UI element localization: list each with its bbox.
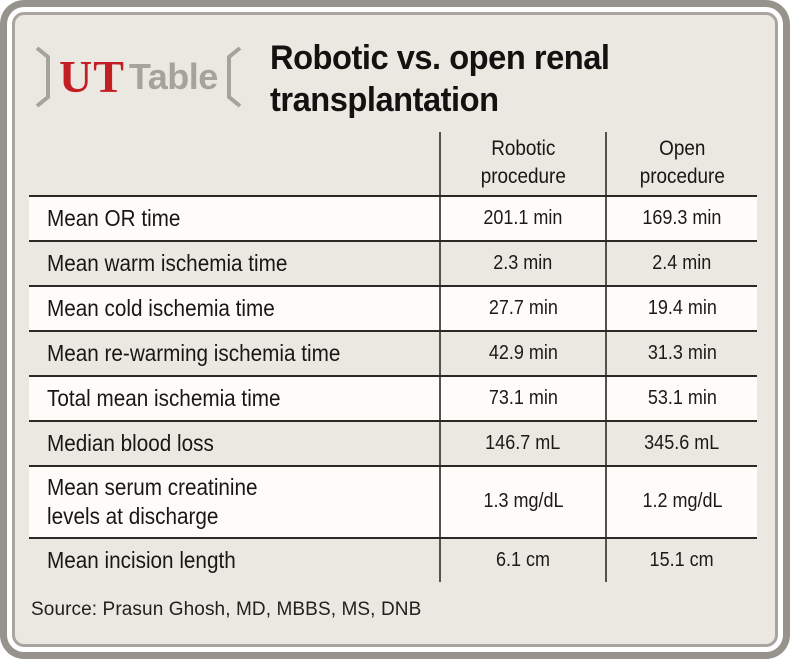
row-label: Mean re-warming ischemia time bbox=[47, 339, 341, 366]
row-label-cell: Total mean ischemia time bbox=[29, 377, 439, 420]
left-bracket-icon bbox=[35, 46, 51, 108]
row-label: Mean OR time bbox=[47, 204, 181, 231]
row-label-cell: Median blood loss bbox=[29, 422, 439, 465]
header-section: UT Table Robotic vs. open renal transpla… bbox=[15, 15, 775, 122]
row-value-open: 15.1 cm bbox=[605, 538, 757, 582]
row-value-open: 31.3 min bbox=[605, 331, 757, 375]
row-label-cell: Mean re-warming ischemia time bbox=[29, 332, 439, 375]
table-row: Mean cold ischemia time 27.7 min 19.4 mi… bbox=[29, 284, 757, 330]
source-attribution: Source: Prasun Ghosh, MD, MBBS, MS, DNB bbox=[31, 598, 422, 620]
row-value-open: 19.4 min bbox=[605, 286, 757, 330]
row-value-open: 2.4 min bbox=[605, 241, 757, 285]
right-bracket-icon bbox=[226, 46, 242, 108]
data-table: Robotic procedure Open procedure Mean OR… bbox=[29, 131, 757, 582]
row-label: Mean serum creatinine levels at discharg… bbox=[47, 473, 258, 529]
row-label-cell: Mean cold ischemia time bbox=[29, 287, 439, 330]
column-header-label: Robotic procedure bbox=[480, 137, 566, 189]
table-row: Median blood loss 146.7 mL 345.6 mL bbox=[29, 419, 757, 465]
table-row: Mean OR time 201.1 min 169.3 min bbox=[29, 194, 757, 240]
row-value-open: 169.3 min bbox=[605, 196, 757, 240]
logo-primary-text: UT bbox=[59, 51, 125, 102]
ut-table-logo: UT Table bbox=[35, 46, 242, 108]
table-header-row: Robotic procedure Open procedure bbox=[29, 131, 757, 195]
row-label: Total mean ischemia time bbox=[47, 384, 281, 411]
row-label-cell: Mean serum creatinine levels at discharg… bbox=[29, 467, 439, 537]
row-label-cell: Mean OR time bbox=[29, 197, 439, 240]
row-value-robotic: 73.1 min bbox=[439, 376, 605, 420]
row-value-robotic: 146.7 mL bbox=[439, 421, 605, 465]
row-value-open: 345.6 mL bbox=[605, 421, 757, 465]
logo-secondary-text: Table bbox=[128, 56, 218, 97]
row-value-robotic: 27.7 min bbox=[439, 286, 605, 330]
table-row: Mean warm ischemia time 2.3 min 2.4 min bbox=[29, 239, 757, 285]
row-value-robotic: 1.3 mg/dL bbox=[439, 466, 605, 537]
card-panel: UT Table Robotic vs. open renal transpla… bbox=[12, 12, 778, 647]
table-row: Mean incision length 6.1 cm 15.1 cm bbox=[29, 536, 757, 582]
header-spacer-cell bbox=[29, 132, 439, 195]
row-label: Mean cold ischemia time bbox=[47, 294, 275, 321]
row-label-cell: Mean incision length bbox=[29, 539, 439, 582]
row-value-open: 1.2 mg/dL bbox=[605, 466, 757, 537]
column-header-open: Open procedure bbox=[605, 131, 757, 195]
row-value-open: 53.1 min bbox=[605, 376, 757, 420]
table-row: Mean re-warming ischemia time 42.9 min 3… bbox=[29, 329, 757, 375]
row-label-cell: Mean warm ischemia time bbox=[29, 242, 439, 285]
row-label: Mean warm ischemia time bbox=[47, 249, 288, 276]
row-value-robotic: 201.1 min bbox=[439, 196, 605, 240]
column-header-label: Open procedure bbox=[639, 137, 725, 189]
row-label: Median blood loss bbox=[47, 429, 214, 456]
table-row: Mean serum creatinine levels at discharg… bbox=[29, 464, 757, 537]
table-row: Total mean ischemia time 73.1 min 53.1 m… bbox=[29, 374, 757, 420]
column-header-robotic: Robotic procedure bbox=[439, 131, 605, 195]
row-value-robotic: 6.1 cm bbox=[439, 538, 605, 582]
page-title: Robotic vs. open renal transplantation bbox=[269, 39, 610, 119]
row-value-robotic: 42.9 min bbox=[439, 331, 605, 375]
row-value-robotic: 2.3 min bbox=[439, 241, 605, 285]
row-label: Mean incision length bbox=[47, 546, 236, 573]
